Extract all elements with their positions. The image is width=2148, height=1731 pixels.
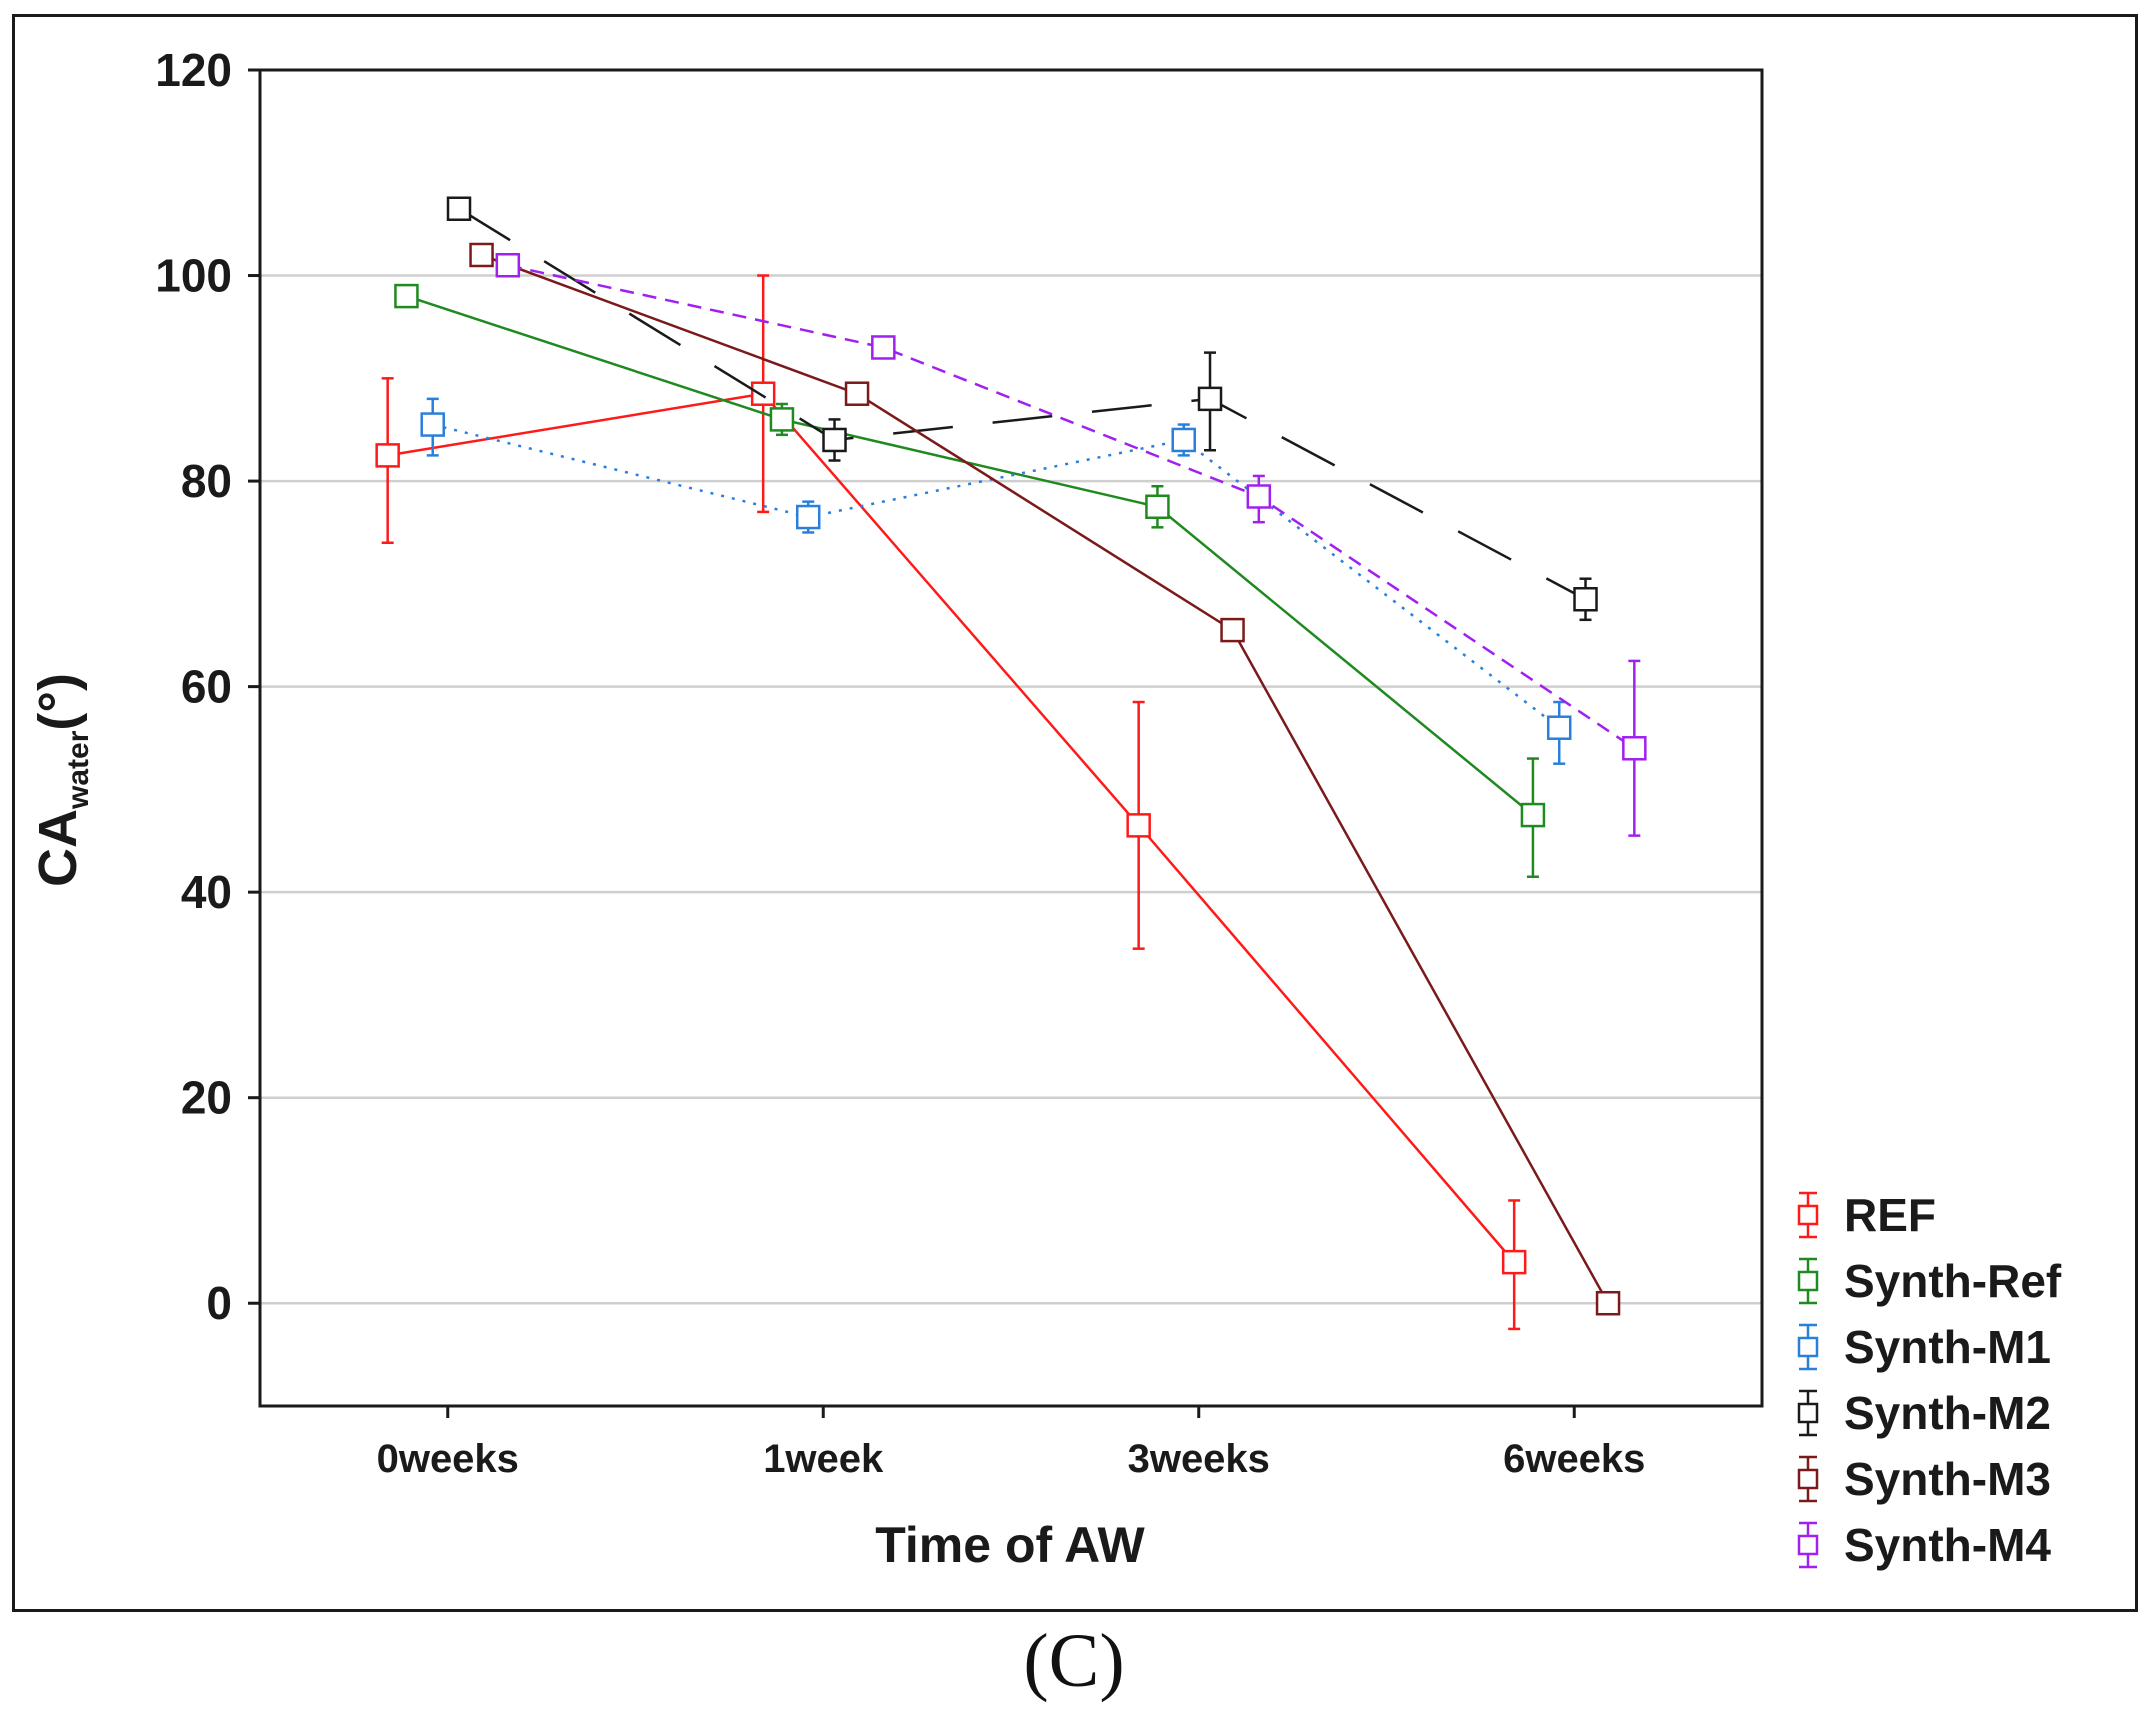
legend-marker bbox=[1797, 1270, 1819, 1292]
legend-marker bbox=[1797, 1336, 1819, 1358]
data-point bbox=[750, 381, 776, 406]
data-point bbox=[871, 335, 896, 360]
data-point bbox=[844, 381, 870, 406]
data-point bbox=[394, 283, 419, 309]
svg-text:CAwater(°): CAwater(°) bbox=[28, 673, 95, 887]
data-point bbox=[769, 407, 795, 432]
series-synth-m2 bbox=[446, 196, 1598, 622]
legend-marker bbox=[1797, 1204, 1819, 1226]
legend-item: Synth-M4 bbox=[1797, 1519, 2051, 1571]
y-tick-label: 60 bbox=[181, 661, 232, 713]
data-point bbox=[1197, 386, 1223, 412]
data-point bbox=[495, 253, 521, 278]
y-tick-label: 40 bbox=[181, 866, 232, 918]
panel-label: (C) bbox=[1023, 1619, 1125, 1703]
chart-frame bbox=[12, 14, 2138, 1612]
series-synth-m1 bbox=[420, 397, 1572, 765]
x-axis-title: Time of AW bbox=[875, 1517, 1145, 1573]
legend-marker bbox=[1797, 1468, 1819, 1490]
data-point bbox=[420, 412, 445, 437]
data-point bbox=[1171, 427, 1196, 453]
data-point bbox=[1520, 802, 1546, 828]
y-tick-label: 20 bbox=[181, 1072, 232, 1124]
x-tick-label: 1week bbox=[763, 1437, 884, 1481]
legend-marker bbox=[1797, 1534, 1819, 1556]
series-line bbox=[458, 207, 1587, 601]
legend-label: Synth-M4 bbox=[1844, 1519, 2051, 1571]
data-point bbox=[1501, 1249, 1527, 1275]
y-tick-label: 80 bbox=[181, 455, 232, 507]
y-axis-title-subscript: water bbox=[62, 730, 95, 810]
data-point bbox=[375, 443, 400, 468]
series-synth-m4 bbox=[495, 253, 1647, 837]
x-tick-label: 6weeks bbox=[1503, 1437, 1645, 1481]
series-ref bbox=[375, 274, 1527, 1331]
data-point bbox=[822, 427, 847, 453]
data-point bbox=[469, 242, 494, 268]
legend-item: Synth-Ref bbox=[1797, 1255, 2062, 1307]
legend: REF Synth-Ref Synth-M1 Synth-M2 Synth-M3 Synt… bbox=[1797, 1189, 2062, 1571]
x-tick-label: 3weeks bbox=[1128, 1437, 1270, 1481]
legend-label: REF bbox=[1844, 1189, 1936, 1241]
legend-item: Synth-M2 bbox=[1797, 1387, 2051, 1439]
y-axis-title: CAwater(°) bbox=[28, 673, 95, 887]
data-point bbox=[1220, 617, 1245, 643]
y-axis-title-unit: (°) bbox=[28, 673, 88, 731]
plot-border bbox=[258, 68, 1764, 1408]
series-line bbox=[507, 264, 1636, 750]
data-point bbox=[1622, 736, 1647, 761]
legend-label: Synth-M3 bbox=[1844, 1453, 2051, 1505]
y-tick-label: 0 bbox=[206, 1277, 232, 1329]
legend-marker bbox=[1797, 1402, 1819, 1424]
x-tick-label: 0weeks bbox=[377, 1437, 519, 1481]
data-point bbox=[1145, 494, 1170, 520]
series-synth-ref bbox=[394, 283, 1546, 878]
legend-item: Synth-M3 bbox=[1797, 1453, 2051, 1505]
y-tick-label: 120 bbox=[155, 44, 232, 96]
data-point bbox=[795, 504, 821, 530]
series-line bbox=[406, 294, 1534, 817]
y-axis-title-main: CA bbox=[28, 809, 88, 887]
legend-label: Synth-M1 bbox=[1844, 1321, 2051, 1373]
chart-area: 0 20 40 60 80 100 120 0weeks 1week 3weeks 6weeks R… bbox=[28, 44, 2062, 1573]
axes: 0 20 40 60 80 100 120 0weeks 1week 3weeks 6weeks bbox=[155, 44, 1764, 1481]
series-group bbox=[375, 196, 1647, 1331]
data-point bbox=[1246, 484, 1272, 509]
series-line bbox=[481, 253, 1610, 1304]
legend-item: REF bbox=[1797, 1189, 1936, 1241]
gridlines bbox=[260, 274, 1762, 1305]
y-tick-label: 100 bbox=[155, 250, 232, 302]
data-point bbox=[1126, 813, 1151, 838]
data-point bbox=[1595, 1290, 1621, 1316]
data-point bbox=[446, 196, 472, 221]
series-line bbox=[387, 392, 1516, 1263]
legend-label: Synth-Ref bbox=[1844, 1255, 2062, 1307]
legend-label: Synth-M2 bbox=[1844, 1387, 2051, 1439]
series-synth-m3 bbox=[469, 242, 1621, 1316]
data-point bbox=[1546, 715, 1572, 740]
data-point bbox=[1573, 587, 1598, 612]
legend-item: Synth-M1 bbox=[1797, 1321, 2051, 1373]
